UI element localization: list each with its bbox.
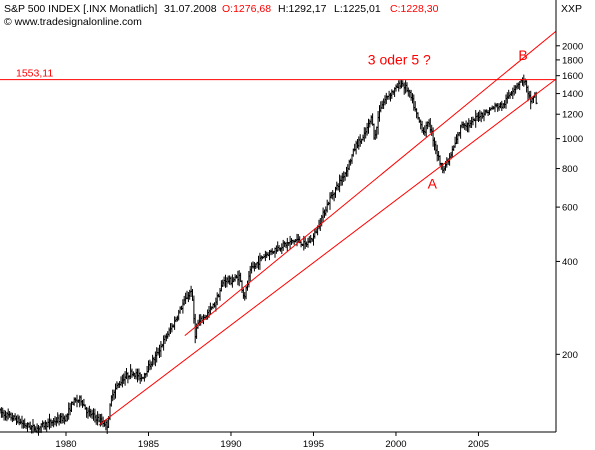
price-bars [0,74,538,436]
ohlc-low-value: L:1225,01 [334,3,381,15]
price-bar [325,199,329,213]
ohlc-open-value: O:1276,68 [222,3,271,15]
x-tick-label: 1990 [220,439,241,450]
y-tick-label: 400 [562,257,578,268]
y-axis-unit: XXP [561,3,582,15]
chart-title-date: 31.07.2008 [164,3,217,15]
x-tick-label: 2005 [468,439,489,450]
y-tick-label: 1200 [562,110,583,121]
y-tick-label: 1800 [562,55,583,66]
resistance-line-label: 1553,11 [16,68,53,80]
annotations: 3 oder 5 ? B A [0,30,557,426]
x-tick-label: 1980 [55,439,76,450]
axes: 2000 1800 1600 1400 1200 1000 800 600 400 200 1980… [0,0,583,450]
y-tick-label: 200 [562,350,578,361]
y-tick-label: 1600 [562,71,583,82]
wave-label: 3 oder 5 ? [368,51,431,67]
y-tick-label: 600 [562,203,578,214]
y-tick-label: 1000 [562,134,583,145]
lower-channel-line [98,78,557,426]
x-tick-label: 1995 [303,439,324,450]
wave-label: B [518,47,527,63]
y-tick-label: 1400 [562,89,583,100]
y-tick-label: 2000 [562,41,583,52]
y-tick-label: 800 [562,164,578,175]
x-tick-label: 1985 [138,439,159,450]
wave-label: A [428,175,438,191]
upper-channel-line [184,30,557,336]
chart-title-instrument: S&P 500 INDEX [.INX Monatlich] [4,3,157,15]
source-credit: © www.tradesignalonline.com [4,16,142,28]
ohlc-high-value: H:1292,17 [278,3,327,15]
x-tick-label: 2000 [385,439,406,450]
ohlc-close-value: C:1228,30 [390,3,439,15]
